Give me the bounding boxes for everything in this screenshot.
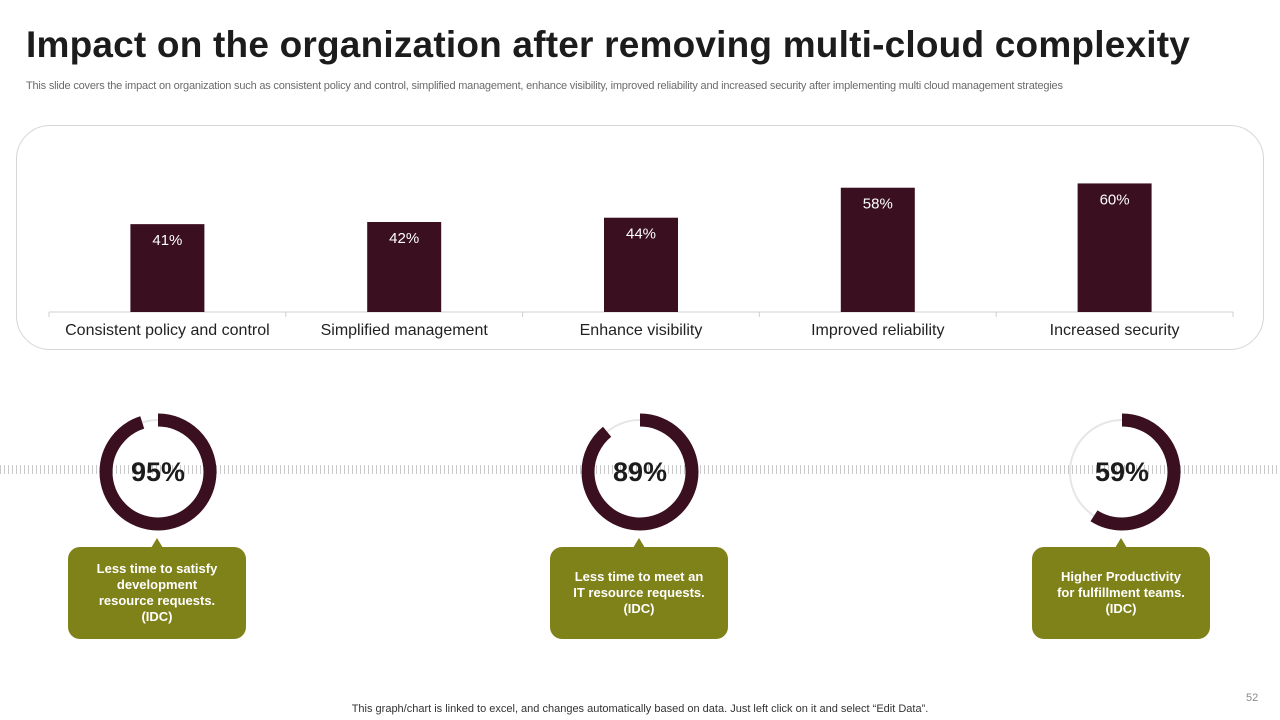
bar-value-label-3: 44% [626,226,656,243]
footer-note: This graph/chart is linked to excel, and… [351,703,929,715]
bar-chart[interactable]: 41% Consistent policy and control 42% Simpl… [17,126,1265,351]
bar-chart-panel: 41% Consistent policy and control 42% Simpl… [16,125,1264,350]
category-label-4: Improved reliability [811,322,944,339]
bar-4[interactable] [840,187,915,312]
bar-value-label-1: 41% [152,232,182,249]
bar-2[interactable] [367,222,442,312]
donut-chart-1 [99,413,217,531]
page-subtitle: This slide covers the impact on organiza… [26,80,1063,92]
kpi-value-2: 89% [612,457,668,487]
kpi-value-3: 59% [1094,457,1150,487]
donut-arc [99,413,217,531]
page-number: 52 [1246,692,1259,704]
kpi-description-3: Higher Productivity for fulfillment team… [1032,547,1210,639]
kpi-description-1: Less time to satisfy development resourc… [68,547,246,639]
callout-pointer [151,538,163,548]
bar-value-label-4: 58% [863,196,893,213]
category-label-2: Simplified management [321,322,489,339]
donut-arc [1063,413,1181,531]
callout-pointer [1115,538,1127,548]
category-label-3: Enhance visibility [580,322,703,339]
callout-pointer [633,538,645,548]
category-label-1: Consistent policy and control [65,322,270,339]
donut-chart-3 [1063,413,1181,531]
bar-5[interactable] [1077,183,1152,312]
kpi-description-2: Less time to meet an IT resource request… [550,547,728,639]
bar-value-label-2: 42% [389,230,419,247]
bar-value-label-5: 60% [1100,191,1130,208]
bar-3[interactable] [604,217,678,312]
donut-arc [581,413,699,531]
kpi-timeline-divider [0,465,1280,474]
donut-chart-2 [581,413,699,531]
kpi-value-1: 95% [130,457,186,487]
page-title: Impact on the organization after removin… [26,24,1191,65]
category-label-5: Increased security [1050,322,1180,339]
bar-1[interactable] [130,224,205,312]
